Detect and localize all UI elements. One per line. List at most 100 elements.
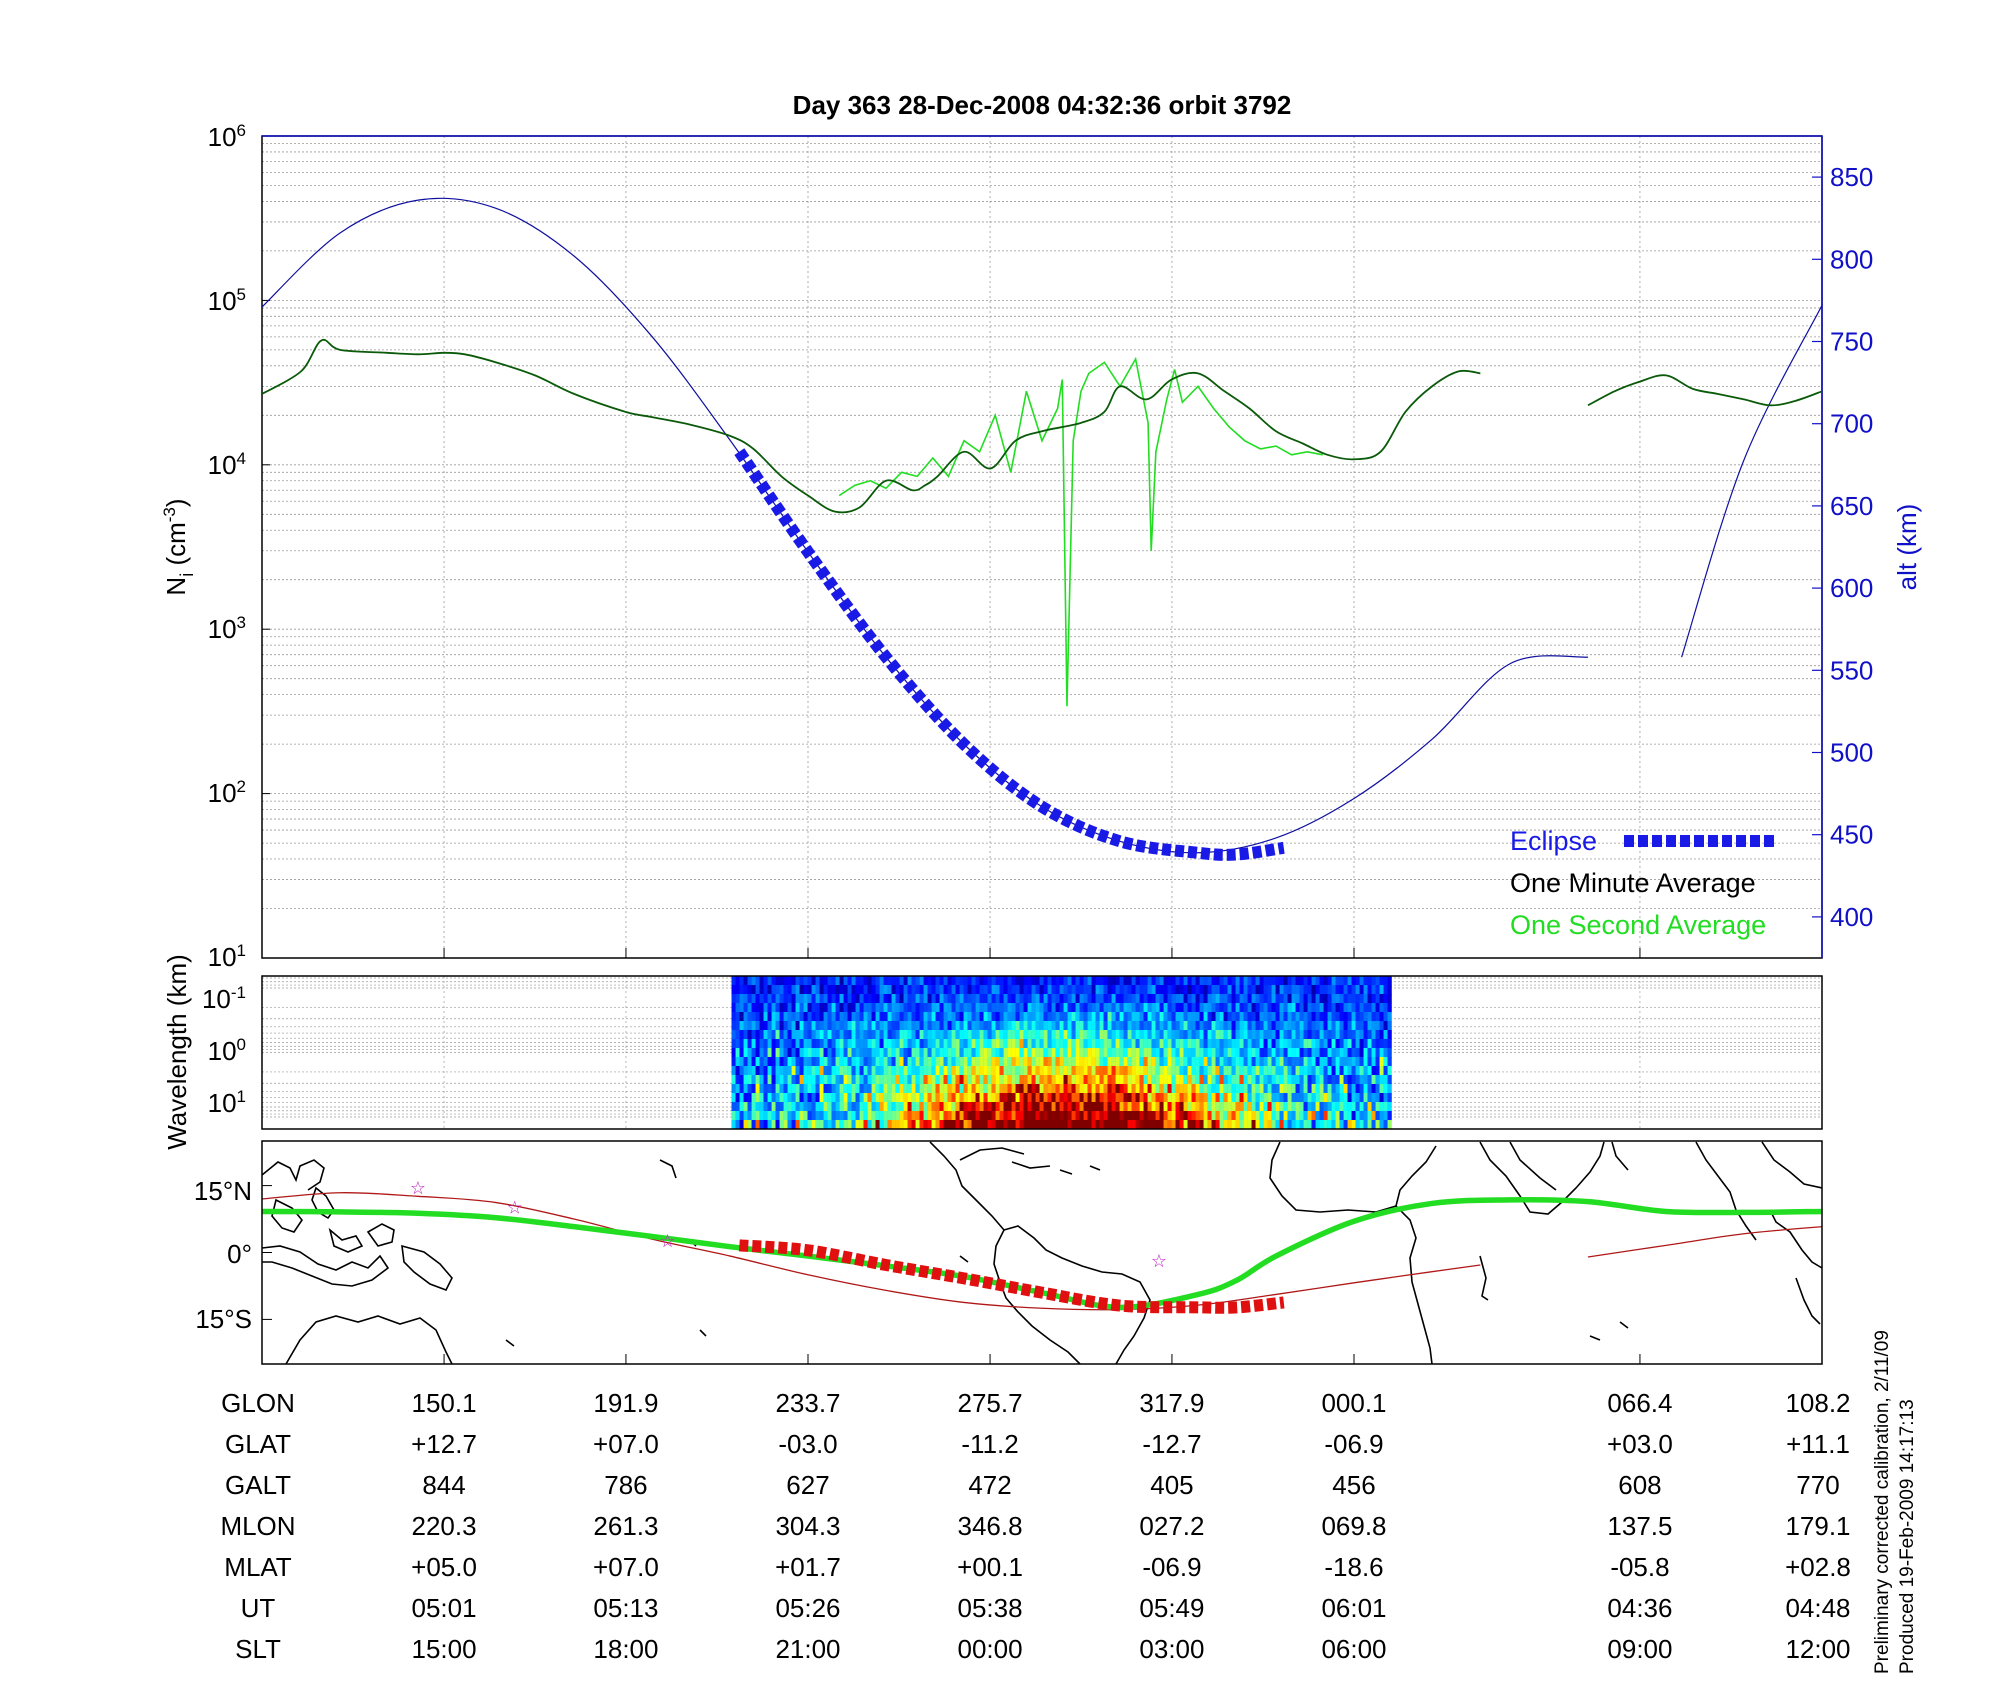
- spectrogram-cell: [1063, 1039, 1068, 1049]
- spectrogram-cell: [987, 1120, 992, 1129]
- spectrogram-cell: [751, 1075, 756, 1085]
- spectrogram-cell: [763, 985, 768, 995]
- spectrogram-cell: [1351, 1057, 1356, 1067]
- spectrogram-cell: [787, 985, 792, 995]
- spectrogram-cell: [1379, 1066, 1384, 1076]
- spectrogram-cell: [871, 985, 876, 995]
- spectrogram-cell: [1119, 1003, 1124, 1013]
- spectrogram-cell: [1311, 1012, 1316, 1022]
- spectrogram-cell: [1327, 1120, 1332, 1129]
- spectrogram-cell: [975, 1039, 980, 1049]
- spectrogram-cell: [867, 1102, 872, 1112]
- spectrogram-cell: [1099, 1003, 1104, 1013]
- spectrogram-cell: [1215, 976, 1220, 986]
- spectrogram-cell: [1143, 1048, 1148, 1058]
- spectrogram-cell: [859, 1039, 864, 1049]
- y2-tick-label: 500: [1830, 738, 1873, 768]
- spectrogram-cell: [1351, 1048, 1356, 1058]
- spectrogram-cell: [1387, 1048, 1392, 1058]
- spectrogram-cell: [799, 1039, 804, 1049]
- spectrogram-cell: [1347, 1021, 1352, 1031]
- spectrogram-cell: [903, 1111, 908, 1121]
- spectrogram-cell: [815, 976, 820, 986]
- spectrogram-cell: [1071, 985, 1076, 995]
- spectrogram-cell: [1371, 1012, 1376, 1022]
- spectrogram-cell: [751, 1039, 756, 1049]
- spectrogram-cell: [947, 1012, 952, 1022]
- spectrogram-cell: [759, 1066, 764, 1076]
- spectrogram-cell: [835, 1120, 840, 1129]
- spectrogram-cell: [907, 1066, 912, 1076]
- spectrogram-cell: [1031, 985, 1036, 995]
- spectrogram-cell: [1187, 1057, 1192, 1067]
- spectrogram-cell: [743, 1039, 748, 1049]
- spectrogram-cell: [1127, 1066, 1132, 1076]
- spectrogram-cell: [1167, 1075, 1172, 1085]
- spectrogram-cell: [963, 976, 968, 986]
- spectrogram-cell: [967, 1120, 972, 1129]
- spectrogram-cell: [927, 1003, 932, 1013]
- spectrogram-cell: [851, 1012, 856, 1022]
- spectrogram-cell: [887, 1102, 892, 1112]
- spectrogram-cell: [1203, 1084, 1208, 1094]
- spectrogram-cell: [1195, 1003, 1200, 1013]
- spectrogram-cell: [1135, 1102, 1140, 1112]
- spectrogram-cell: [831, 1111, 836, 1121]
- spectrogram-cell: [1023, 1021, 1028, 1031]
- table-cell: -18.6: [1324, 1552, 1383, 1582]
- spectrogram-cell: [1043, 1066, 1048, 1076]
- spectrogram-cell: [967, 1039, 972, 1049]
- spectrogram-cell: [943, 1021, 948, 1031]
- table-cell: -06.9: [1324, 1429, 1383, 1459]
- spectrogram-cell: [847, 1012, 852, 1022]
- spectrogram-cell: [1003, 1102, 1008, 1112]
- spectrogram-cell: [1243, 1012, 1248, 1022]
- spectrogram-cell: [1223, 1048, 1228, 1058]
- spectrogram-cell: [1091, 1012, 1096, 1022]
- spectrogram-cell: [1179, 1030, 1184, 1040]
- spectrogram-cell: [991, 1003, 996, 1013]
- spectrogram-cell: [1119, 1039, 1124, 1049]
- spectrogram-cell: [1163, 1075, 1168, 1085]
- spectrogram-cell: [735, 1057, 740, 1067]
- spectrogram-cell: [1087, 1048, 1092, 1058]
- spectrogram-cell: [1371, 1084, 1376, 1094]
- spectrogram-cell: [771, 1120, 776, 1129]
- spectrogram-cell: [783, 1039, 788, 1049]
- spectrogram-cell: [1211, 1003, 1216, 1013]
- spectrogram-cell: [907, 994, 912, 1004]
- spectrogram-cell: [1271, 1111, 1276, 1121]
- spectrogram-cell: [1107, 1111, 1112, 1121]
- spectrogram-cell: [795, 1111, 800, 1121]
- one-minute-average-segment: [262, 338, 1481, 514]
- spectrogram-cell: [771, 1012, 776, 1022]
- spectrogram-cell: [815, 1066, 820, 1076]
- spectrogram-cell: [799, 976, 804, 986]
- spectrogram-cell: [743, 1003, 748, 1013]
- spectrogram-cell: [887, 985, 892, 995]
- spectrogram-cell: [923, 1066, 928, 1076]
- spectrogram-cell: [1343, 1102, 1348, 1112]
- spectrogram-cell: [791, 1021, 796, 1031]
- spectrogram-cell: [1167, 1102, 1172, 1112]
- spectrogram-cell: [799, 994, 804, 1004]
- spectrogram-cell: [1027, 1066, 1032, 1076]
- spectrogram-cell: [967, 1075, 972, 1085]
- spectrogram-cell: [1355, 1075, 1360, 1085]
- spectrogram-cell: [735, 976, 740, 986]
- spectrogram-cell: [855, 1093, 860, 1103]
- spectrogram-cell: [971, 1066, 976, 1076]
- spectrogram-cell: [1187, 1102, 1192, 1112]
- spectrogram-cell: [1235, 1057, 1240, 1067]
- spectrogram-cell: [987, 1030, 992, 1040]
- spectrogram-cell: [1187, 1075, 1192, 1085]
- spectrogram-cell: [1075, 1030, 1080, 1040]
- spectrogram-cell: [1119, 985, 1124, 995]
- spectrogram-cell: [1131, 1102, 1136, 1112]
- spectrogram-cell: [959, 1102, 964, 1112]
- spectrogram-cell: [903, 1066, 908, 1076]
- spectrogram-cell: [1335, 1111, 1340, 1121]
- spectrogram-cell: [787, 1093, 792, 1103]
- spectrogram-cell: [1103, 1120, 1108, 1129]
- spectrogram-cell: [1031, 1030, 1036, 1040]
